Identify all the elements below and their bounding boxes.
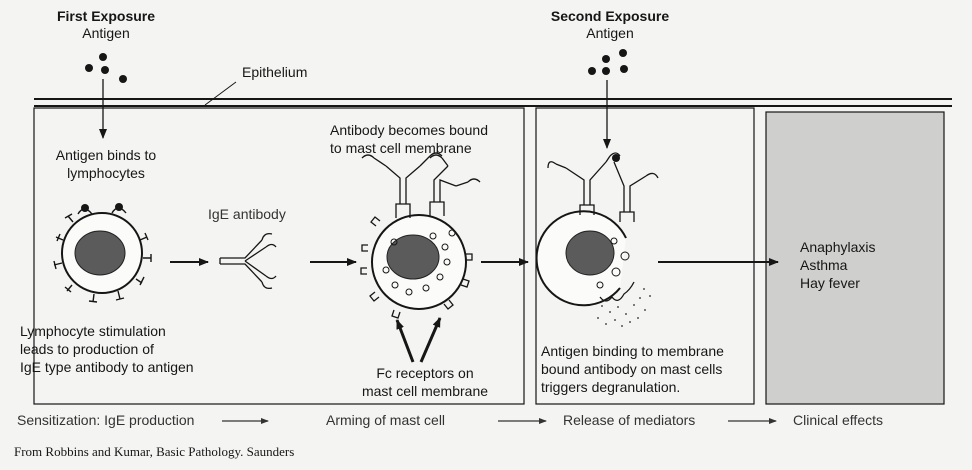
second-antigen-label: Antigen: [586, 25, 634, 41]
clinical-effects-list: Anaphylaxis Asthma Hay fever: [800, 238, 876, 292]
antibody-bound-line-2: to mast cell membrane: [330, 140, 472, 156]
fc-receptors-text: Fc receptors on mast cell membrane: [340, 364, 510, 400]
degranulation-line-1: Antigen binding to membrane: [541, 343, 724, 359]
lymphocyte-stimulation-text: Lymphocyte stimulation leads to producti…: [20, 322, 194, 376]
degranulation-text: Antigen binding to membrane bound antibo…: [541, 342, 724, 396]
fc-arrow-left: [395, 319, 415, 363]
stage-release: Release of mediators: [563, 412, 696, 428]
antibody-bound-line-1: Antibody becomes bound: [330, 122, 488, 138]
lymphocyte-cell: [53, 203, 152, 303]
effect-anaphylaxis: Anaphylaxis: [800, 239, 876, 255]
stimulation-line-1: Lymphocyte stimulation: [20, 323, 166, 339]
fc-arrow-right: [419, 317, 442, 363]
second-antigen-dots: [588, 49, 628, 75]
sensitization-panel: [33, 107, 525, 405]
stimulation-line-2: leads to production of: [20, 341, 154, 357]
fc-receptors-line-2: mast cell membrane: [361, 383, 489, 399]
clinical-effects-panel: [765, 111, 945, 405]
antigen-binding-line-2: lymphocytes: [67, 165, 145, 181]
antigen-binding-line-1: Antigen binds to: [55, 147, 157, 163]
ige-antibody-shape: [219, 232, 277, 290]
epithelium-layer: [34, 81, 952, 107]
first-antigen-dots: [85, 53, 127, 83]
degranulation-line-2: bound antibody on mast cells: [541, 361, 723, 377]
stage-sensitization: Sensitization: IgE production: [17, 412, 195, 428]
antigen-binding-text: Antigen binds to lymphocytes: [36, 146, 176, 182]
mast-cell-degranulating: [535, 152, 659, 327]
source-credit: From Robbins and Kumar, Basic Pathology.…: [14, 444, 295, 459]
second-exposure-title: Second Exposure: [550, 8, 670, 24]
degranulation-line-3: triggers degranulation.: [541, 379, 681, 395]
fc-receptors-line-1: Fc receptors on: [376, 365, 474, 381]
first-exposure-title: First Exposure: [56, 8, 156, 24]
effect-asthma: Asthma: [800, 257, 848, 273]
stage-clinical: Clinical effects: [793, 412, 884, 428]
ige-antibody-label: IgE antibody: [208, 206, 286, 222]
first-antigen-label: Antigen: [82, 25, 130, 41]
effect-hay-fever: Hay fever: [800, 275, 860, 291]
stimulation-line-3: IgE type antibody to antigen: [20, 359, 194, 375]
antibody-bound-text: Antibody becomes bound to mast cell memb…: [330, 121, 488, 157]
mast-cell-armed: [360, 152, 481, 319]
stage-arming: Arming of mast cell: [326, 412, 446, 428]
epithelium-label: Epithelium: [242, 64, 308, 80]
